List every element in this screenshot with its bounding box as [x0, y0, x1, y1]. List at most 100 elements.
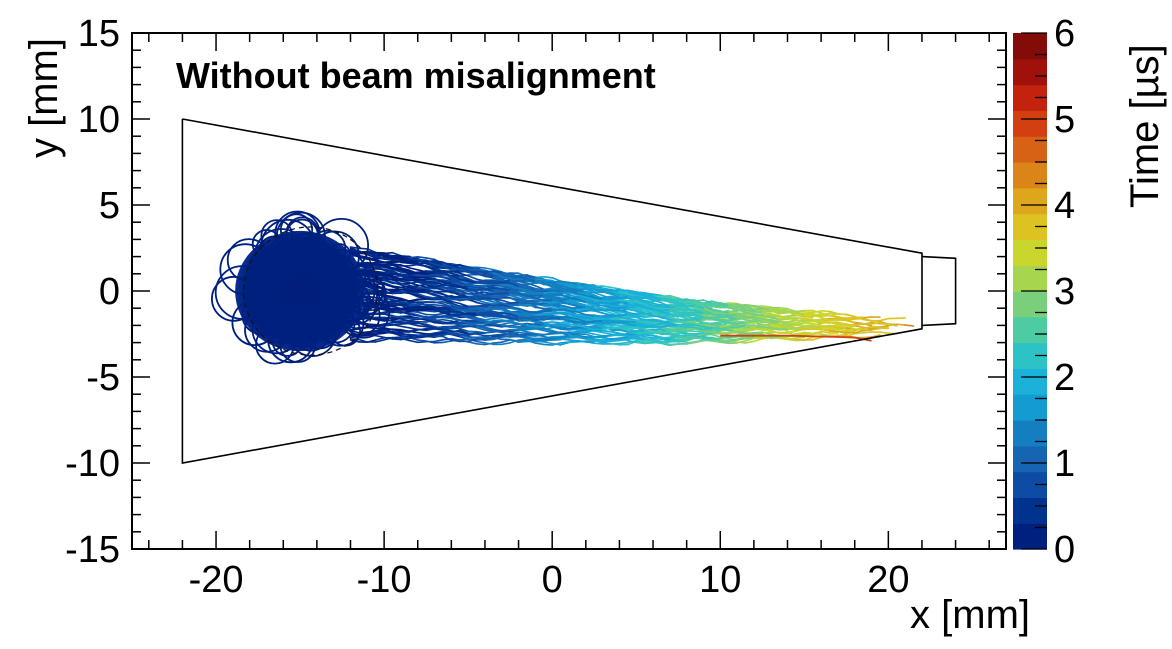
track-segment — [584, 287, 596, 290]
track-segment — [677, 321, 688, 325]
track-segment — [542, 329, 554, 334]
track-segment — [761, 305, 772, 308]
track-segment — [576, 334, 587, 338]
track-segment — [500, 308, 512, 314]
track-segment — [643, 306, 654, 311]
track-segment — [761, 314, 772, 319]
track-segment — [442, 265, 453, 271]
track-segment — [803, 320, 814, 323]
track-segment — [450, 310, 461, 314]
track-segment — [408, 329, 419, 333]
track-segment — [442, 302, 453, 308]
track-segment — [744, 303, 755, 307]
track-segment — [668, 315, 680, 318]
track-segment — [425, 291, 436, 296]
track-segment — [803, 318, 814, 322]
track-segment — [769, 326, 780, 331]
track-segment — [433, 301, 444, 305]
track-segment — [433, 307, 444, 310]
track-segment — [383, 279, 394, 285]
track-segment — [711, 331, 722, 334]
track-segment — [551, 289, 562, 292]
beam-spot-circle — [278, 313, 306, 341]
track-segment — [383, 257, 394, 262]
track-segment — [391, 317, 402, 321]
y-tick-label: 15 — [78, 13, 120, 55]
track-segment — [442, 261, 453, 267]
track-segment — [450, 313, 461, 316]
track-segment — [719, 315, 730, 319]
track-segment — [416, 327, 427, 331]
track-segment — [601, 285, 612, 289]
track-segment — [492, 324, 503, 328]
track-segment — [576, 316, 587, 321]
track-segment — [635, 319, 646, 324]
track-segment — [408, 272, 419, 275]
track-segment — [366, 252, 377, 258]
track-segment — [484, 319, 495, 325]
track-segment — [568, 310, 579, 313]
track-segment — [576, 318, 587, 323]
track-segment — [442, 329, 453, 334]
track-segment — [374, 263, 385, 268]
track-segment — [828, 328, 839, 331]
track-segment — [626, 326, 638, 329]
track-segment — [618, 321, 629, 325]
track-segment — [509, 331, 520, 335]
data-layer — [210, 210, 915, 365]
track-segment — [450, 331, 461, 335]
track-segment — [618, 296, 629, 300]
track-segment — [500, 292, 512, 295]
track-segment — [425, 309, 436, 313]
track-segment — [677, 323, 688, 326]
track-segment — [652, 334, 663, 338]
track-segment — [467, 341, 478, 345]
track-segment — [526, 290, 537, 295]
track-segment — [584, 292, 596, 296]
track-segment — [618, 308, 629, 312]
track-segment — [711, 323, 722, 326]
track-segment — [685, 341, 696, 345]
track-segment — [853, 331, 864, 335]
track-segment — [442, 283, 453, 287]
track-segment — [442, 279, 453, 283]
track-segment — [769, 307, 780, 311]
track-segment — [652, 319, 663, 323]
track-segment — [450, 339, 461, 343]
track-segment — [534, 342, 545, 346]
track-segment — [458, 333, 470, 337]
track-segment — [727, 311, 738, 316]
track-segment — [584, 284, 596, 288]
track-segment — [526, 327, 537, 330]
track-segment — [694, 318, 705, 324]
track-segment — [492, 313, 503, 317]
track-segment — [820, 328, 831, 332]
track-segment — [517, 299, 528, 303]
track-segment — [576, 283, 587, 289]
track-segment — [702, 335, 713, 339]
y-tick-label: 0 — [99, 271, 120, 313]
track-segment — [694, 315, 705, 320]
track-segment — [551, 299, 562, 302]
track-segment — [626, 293, 638, 297]
track-segment — [828, 321, 839, 326]
track-segment — [542, 307, 554, 310]
track-segment — [492, 341, 503, 344]
track-segment — [391, 279, 402, 285]
track-segment — [517, 293, 528, 297]
track-segment — [568, 314, 579, 319]
track-segment — [559, 305, 570, 310]
track-segment — [374, 271, 385, 275]
track-segment — [643, 324, 654, 328]
track-segment — [744, 305, 755, 311]
track-segment — [416, 311, 427, 316]
track-segment — [425, 277, 436, 280]
track-segment — [475, 288, 486, 291]
track-segment — [433, 273, 444, 276]
track-segment — [433, 266, 444, 270]
track-segment — [475, 296, 486, 299]
track-segment — [551, 316, 562, 321]
track-segment — [500, 275, 512, 280]
track-segment — [559, 331, 570, 334]
track-segment — [601, 336, 612, 340]
